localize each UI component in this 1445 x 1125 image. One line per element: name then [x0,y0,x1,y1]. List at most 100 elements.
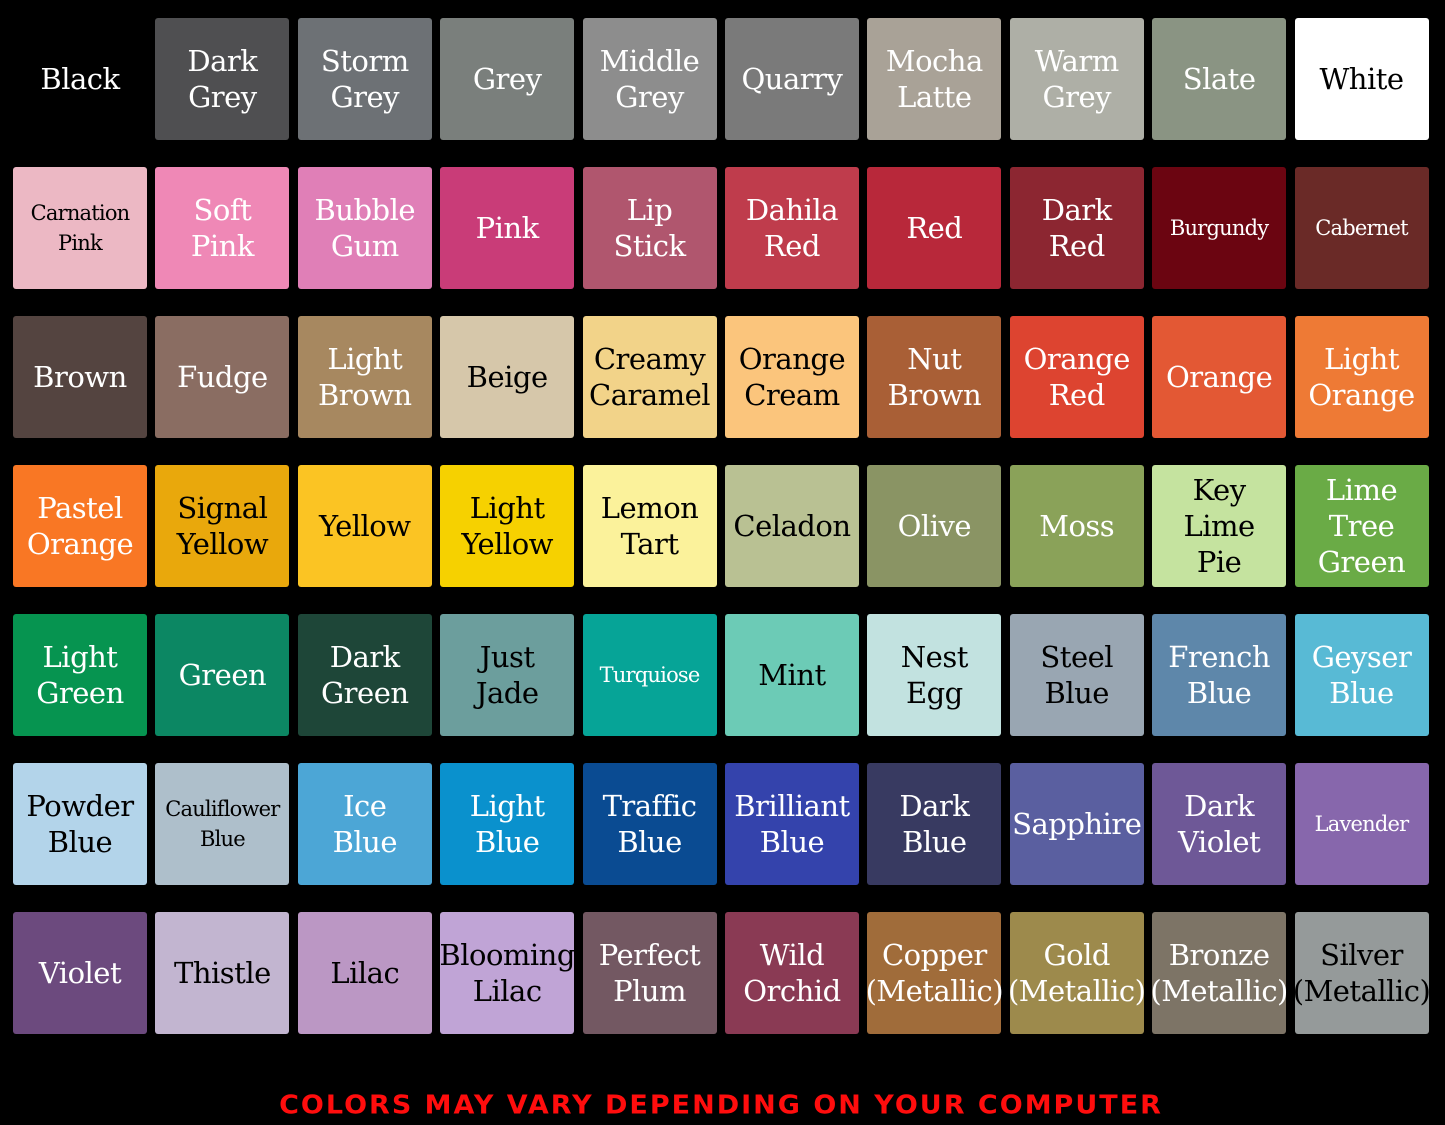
color-swatch-bronze-metallic: Bronze (Metallic) [1150,912,1288,1034]
swatch-label: French [1168,640,1270,674]
swatch-label: Plum [613,974,687,1008]
swatch-label: Dark [1184,789,1255,823]
swatch-label: Middle [599,44,700,78]
color-swatch-soft-pink: Soft Pink [155,167,290,289]
swatch-label: Violet [38,956,122,990]
color-swatch-green: Green [155,614,290,736]
swatch-label: Red [906,211,963,245]
swatch-label: Latte [897,80,972,114]
swatch-label: Orange [1023,342,1131,376]
swatch-label: Caramel [589,378,711,412]
swatch-label: Yellow [176,527,269,561]
swatch-label: Orange [26,527,134,561]
swatch-label: Creamy [593,342,706,376]
swatch-label: Powder [26,789,134,823]
color-swatch-grey: Grey [440,18,575,140]
color-swatch-celadon: Celadon [724,465,859,587]
swatch-label: Beige [466,360,548,394]
color-swatch-moss: Moss [1009,465,1144,587]
color-swatch-sapphire: Sapphire [1009,763,1144,885]
swatch-label: Bubble [314,193,416,227]
color-swatch-cabernet: Cabernet [1294,167,1429,289]
color-swatch-carnation-pink: Carnation Pink [13,167,147,289]
color-swatch-lip-stick: Lip Stick [582,167,717,289]
color-swatch-violet: Violet [13,912,147,1034]
swatch-label: Tart [620,527,679,561]
color-swatch-slate: Slate [1152,18,1287,140]
swatch-label: Blue [1186,676,1252,710]
color-swatch-lavender: Lavender [1294,763,1429,885]
swatch-label: Just [479,640,535,674]
swatch-label: Orange [1308,378,1415,412]
color-swatch-middle-grey: Middle Grey [582,18,717,140]
color-swatch-white: White [1294,18,1429,140]
swatch-label: Light [327,342,403,376]
swatch-label: Cauliflower [165,797,280,821]
swatch-label: Ice [343,789,387,823]
color-swatch-nest-egg: Nest Egg [867,614,1002,736]
swatch-label: Blue [759,825,825,859]
color-swatch-lemon-tart: Lemon Tart [582,465,717,587]
swatch-label: Light [1324,342,1399,376]
swatch-label: Nest [900,640,969,674]
swatch-label: Blooming [439,938,575,972]
swatch-label: Light [42,640,118,674]
swatch-label: Brown [317,378,412,412]
swatch-label: Brown [33,360,127,394]
swatch-label: Pink [475,211,540,245]
color-swatch-cauliflower-blue: Cauliflower Blue [155,763,290,885]
color-swatch-dark-grey: Dark Grey [155,18,290,140]
swatch-label: Red [1048,229,1106,263]
swatch-label: Dark [329,640,400,674]
swatch-label: Lilac [330,956,400,990]
color-swatch-fudge: Fudge [155,316,290,438]
color-swatch-dark-violet: Dark Violet [1152,763,1287,885]
swatch-label: Lip [626,193,673,227]
color-swatch-brown: Brown [13,316,147,438]
color-swatch-gold-metallic: Gold (Metallic) [1008,912,1146,1034]
swatch-label: Warm [1034,44,1119,78]
swatch-label: Orange [1165,360,1273,394]
swatch-label: Grey [188,80,257,114]
color-swatch-yellow: Yellow [297,465,432,587]
swatch-label: Sapphire [1012,807,1142,841]
color-swatch-copper-metallic: Copper (Metallic) [865,912,1004,1034]
color-swatch-powder-blue: Powder Blue [13,763,147,885]
color-swatch-steel-blue: Steel Blue [1009,614,1144,736]
swatch-label: Lilac [472,974,542,1008]
color-swatch-burgundy: Burgundy [1152,167,1287,289]
swatch-label: Perfect [598,938,701,972]
swatch-label: Blue [1044,676,1110,710]
swatch-label: (Metallic) [865,974,1004,1008]
swatch-label: Stick [613,229,687,263]
color-swatch-just-jade: Just Jade [440,614,575,736]
swatch-label: Dark [187,44,258,78]
color-swatch-light-brown: Light Brown [297,316,432,438]
swatch-label: Carnation [30,201,131,225]
swatch-label: Storm [320,44,409,78]
color-swatch-mint: Mint [724,614,859,736]
color-swatch-bubble-gum: Bubble Gum [297,167,432,289]
swatch-label: Blue [474,825,540,859]
swatch-label: Lime [1183,509,1256,543]
swatch-label: Jade [475,676,539,710]
swatch-label: Blue [332,825,398,859]
color-swatch-key-lime-pie: Key Lime Pie [1152,465,1287,587]
color-swatch-light-blue: Light Blue [440,763,575,885]
color-swatch-dark-blue: Dark Blue [867,763,1002,885]
swatch-label: Burgundy [1169,216,1269,240]
color-swatch-dahila-red: Dahila Red [724,167,859,289]
swatch-label: Green [36,676,124,710]
color-swatch-quarry: Quarry [724,18,859,140]
swatch-label: Olive [897,509,972,543]
swatch-label: Pink [58,231,103,255]
swatch-label: Steel [1040,640,1114,674]
color-swatch-olive: Olive [867,465,1002,587]
color-swatch-lime-tree-green: Lime Tree Green [1294,465,1429,587]
swatch-label: Blue [902,825,967,859]
color-swatch-dark-red: Dark Red [1009,167,1144,289]
swatch-label: Mint [758,658,826,692]
swatch-label: Geyser [1311,640,1412,674]
color-swatch-orange-cream: Orange Cream [724,316,859,438]
swatch-label: Yellow [318,509,411,543]
